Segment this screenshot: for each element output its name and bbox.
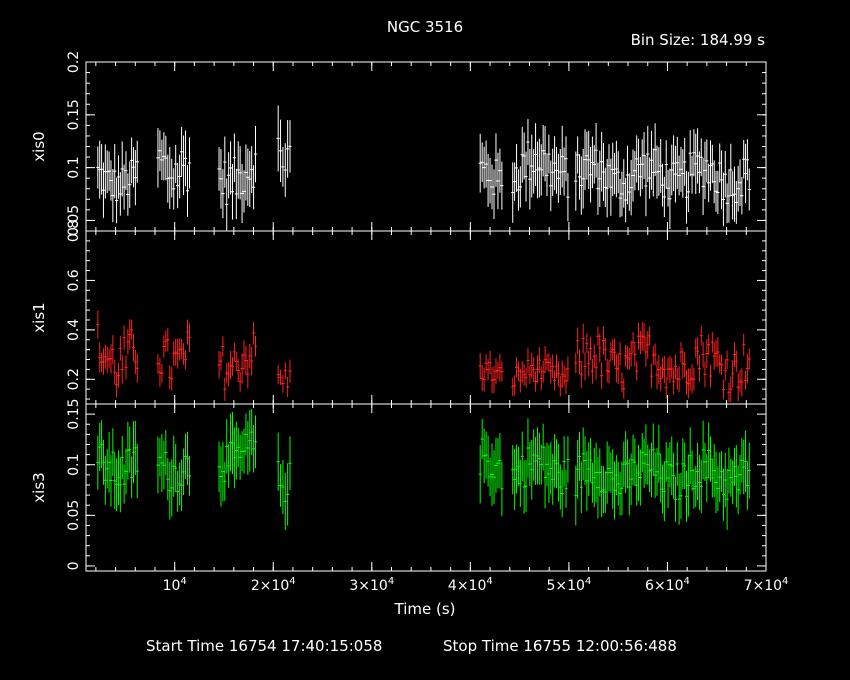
x-tick-exponent: 4	[180, 576, 186, 587]
panel-xis0: 0.05 0.1 0.15 0.2 xis0	[30, 51, 767, 236]
y-tick-label: 0.15	[66, 99, 82, 130]
x-tick-exponent: 4	[486, 576, 492, 587]
panels-group: 0.050.10.150.2xis00.20.40.60.8xis100.050…	[30, 51, 767, 572]
data-points	[96, 105, 751, 231]
y-tick-label: 0.2	[66, 368, 82, 390]
bin-size-label: Bin Size: 184.99 s	[631, 31, 766, 49]
y-axis-label: xis0	[30, 131, 48, 161]
x-tick-label: 2×104	[251, 576, 296, 594]
stop-time-label: Stop Time 16755 12:00:56:488	[443, 637, 677, 655]
y-tick-label: 0.2	[66, 51, 82, 73]
y-axis-label: xis3	[30, 472, 48, 502]
x-tick-label: 6×104	[645, 576, 690, 594]
x-tick-base: 7×10	[744, 578, 782, 594]
data-points	[96, 409, 751, 530]
chart-title: NGC 3516	[387, 18, 463, 36]
y-tick-label: 0.05	[66, 500, 82, 531]
y-tick-label: 0.8	[66, 220, 82, 242]
y-tick-label: 0	[66, 561, 82, 570]
y-tick-label: 0.6	[66, 269, 82, 291]
x-tick-label: 3×104	[349, 576, 394, 594]
y-tick-label: 0.1	[66, 156, 82, 178]
x-tick-label: 4×104	[448, 576, 493, 594]
x-tick-label: 5×104	[546, 576, 591, 594]
x-tick-exponent: 4	[782, 576, 788, 587]
x-tick-base: 6×10	[645, 578, 683, 594]
x-tick-label: 7×104	[744, 576, 789, 594]
x-tick-base: 2×10	[251, 578, 289, 594]
x-axis-label: Time (s)	[394, 600, 456, 618]
x-tick-label: 104	[163, 576, 187, 594]
x-tick-base: 5×10	[546, 578, 584, 594]
y-tick-label: 0.1	[66, 454, 82, 476]
x-tick-base: 4×10	[448, 578, 486, 594]
panel-xis1: 0.2 0.4 0.6 0.8 xis1	[30, 220, 767, 405]
x-tick-base: 10	[163, 578, 181, 594]
x-tick-exponent: 4	[585, 576, 591, 587]
start-time-label: Start Time 16754 17:40:15:058	[146, 637, 382, 655]
y-tick-label: 0.15	[66, 399, 82, 430]
x-tick-base: 3×10	[349, 578, 387, 594]
data-points	[96, 310, 751, 403]
x-tick-exponent: 4	[388, 576, 394, 587]
x-tick-exponent: 4	[683, 576, 689, 587]
panel-frame	[85, 403, 767, 572]
y-tick-label: 0.05	[66, 205, 82, 236]
x-tick-labels: 104 2×104 3×104 4×104 5×104 6×104 7×104	[163, 576, 789, 594]
x-tick-exponent: 4	[289, 576, 295, 587]
y-tick-label: 0.4	[66, 319, 82, 341]
y-axis-label: xis1	[30, 302, 48, 332]
panel-xis3: 0 0.05 0.1 0.15 xis3	[30, 399, 767, 572]
